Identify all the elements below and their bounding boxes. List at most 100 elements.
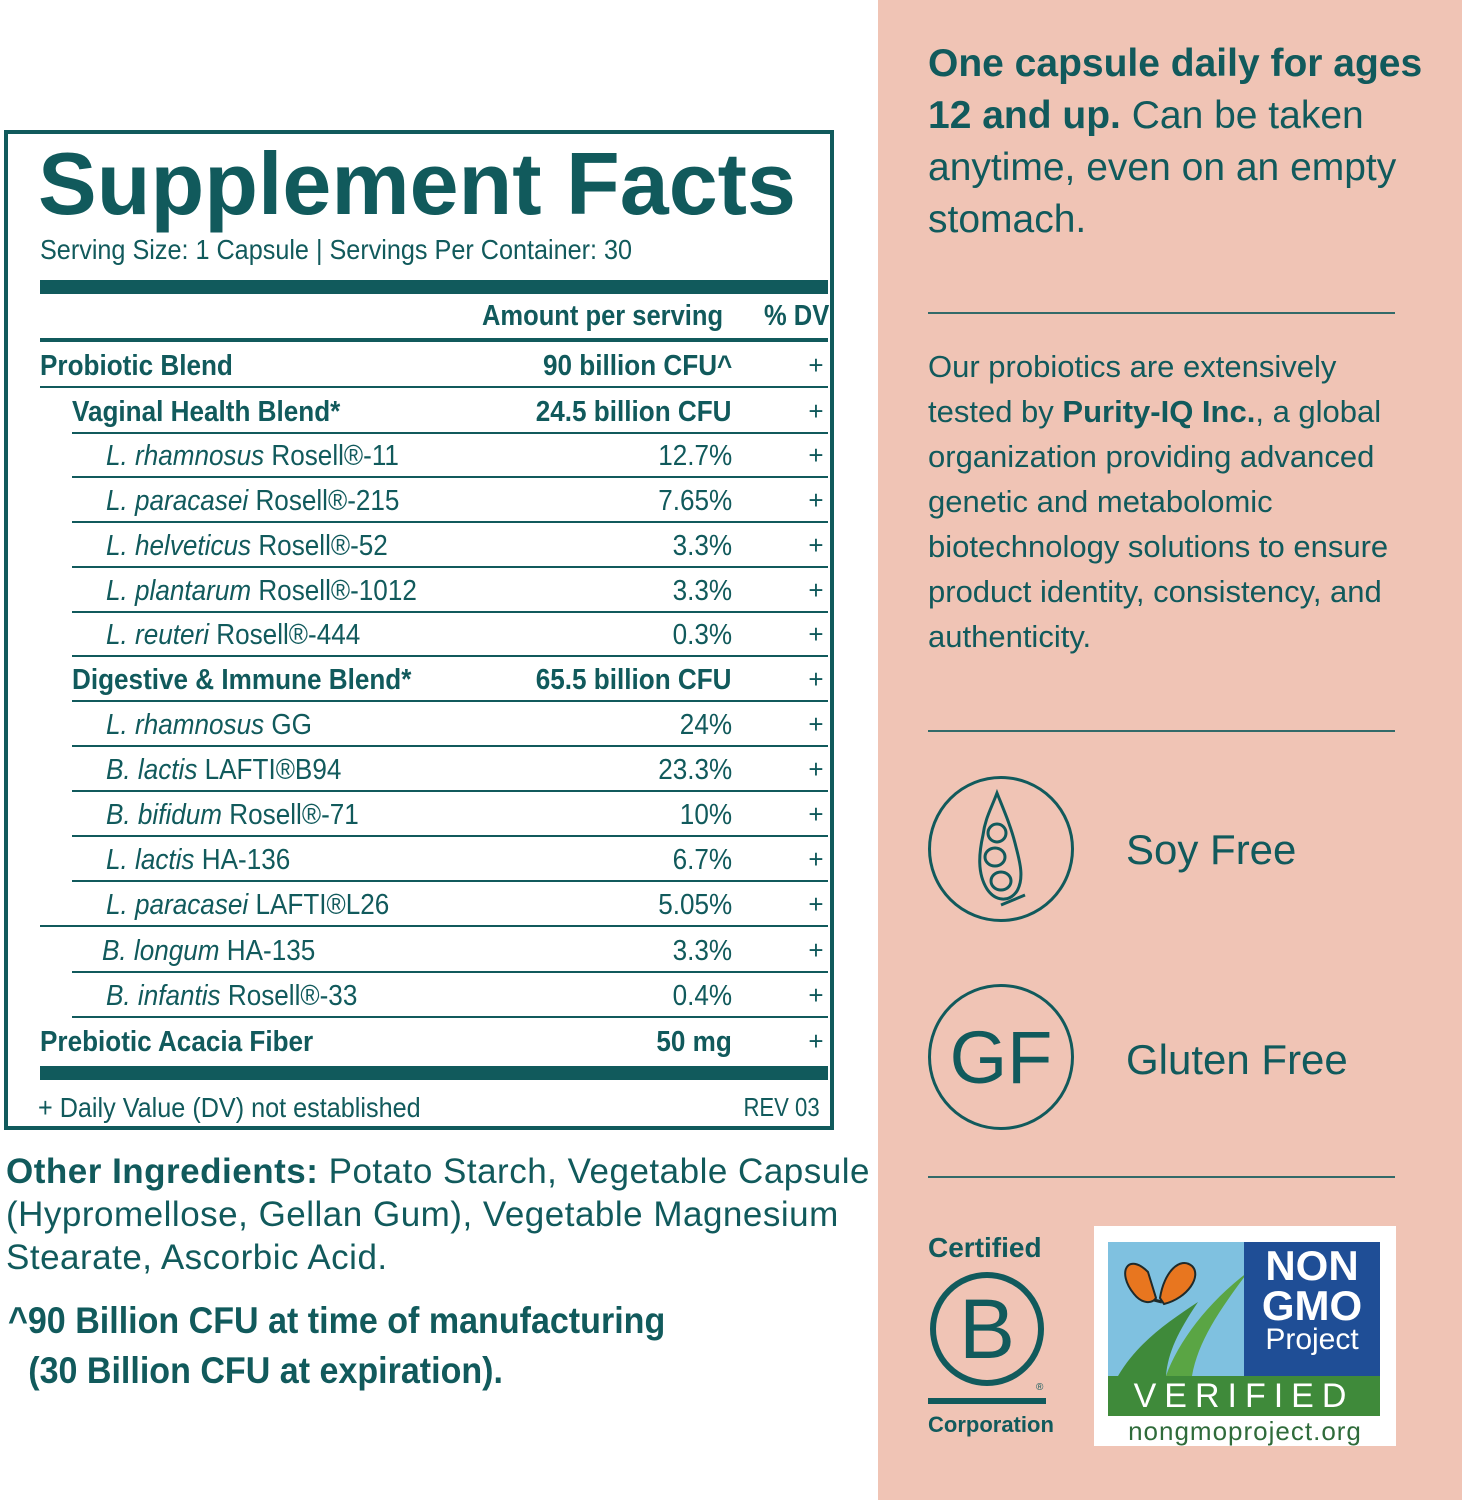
ingredient-name: Vaginal Health Blend*	[72, 396, 370, 429]
ingredient-genus: B. infantis	[106, 980, 221, 1012]
ingredient-strain: Vaginal Health Blend*	[72, 396, 341, 428]
b-corp-certified: Certified	[928, 1232, 1042, 1263]
ingredient-amount: 23.3%	[657, 754, 732, 786]
ingredient-name: B. bifidum Rosell®-71	[106, 799, 387, 832]
ingredient-dv: +	[808, 530, 824, 560]
ngmo-url: nongmoproject.org	[1128, 1416, 1362, 1446]
divider-1	[928, 312, 1395, 314]
ingredient-strain: Rosell®-52	[251, 530, 388, 562]
top-thick-bar	[40, 280, 828, 294]
ingredient-name: Prebiotic Acacia Fiber	[40, 1026, 344, 1059]
ingredient-genus: L. lactis	[106, 844, 195, 876]
ingredient-dv: +	[808, 485, 824, 515]
ingredient-strain: Rosell®-71	[222, 799, 359, 831]
ingredient-amount: 90 billion CFU^	[542, 350, 732, 382]
facts-row: Probiotic Blend 90 billion CFU^ +	[40, 344, 828, 388]
ingredient-strain: Digestive & Immune Blend*	[72, 664, 412, 696]
testing-company: Purity-IQ Inc.	[1062, 394, 1256, 429]
ingredient-amount: 5.05%	[657, 889, 732, 921]
soybean-icon	[928, 776, 1074, 922]
supplement-facts-panel: Supplement Facts Serving Size: 1 Capsule…	[4, 130, 834, 1130]
ingredient-name: L. rhamnosus Rosell®-11	[106, 440, 431, 473]
other-ingredients-text: Potato Starch, Vegetable Capsule (Hyprom…	[6, 1152, 870, 1277]
ngmo-verified: VERIFIED	[1133, 1377, 1355, 1415]
header-line	[40, 338, 828, 342]
ingredient-dv: +	[808, 1026, 824, 1056]
testing-text: Our probiotics are extensively tested by…	[928, 344, 1408, 659]
ingredient-dv: +	[808, 935, 824, 965]
cfu-note-line2: (30 Billion CFU at expiration).	[28, 1350, 503, 1391]
dv-header: % DV	[764, 300, 830, 332]
cfu-note-line1: ^90 Billion CFU at time of manufacturing	[8, 1300, 666, 1341]
ingredient-strain: HA-136	[194, 844, 291, 876]
facts-row: Vaginal Health Blend* 24.5 billion CFU +	[72, 390, 828, 434]
ingredient-dv: +	[808, 440, 824, 470]
right-panel: One capsule daily for ages 12 and up. Ca…	[878, 0, 1462, 1500]
facts-row: Digestive & Immune Blend* 65.5 billion CF…	[72, 658, 828, 702]
ingredient-name: Digestive & Immune Blend*	[72, 664, 449, 697]
butterfly-icon	[1118, 1262, 1248, 1376]
ingredient-dv: +	[808, 799, 824, 829]
facts-row: B. infantis Rosell®-33 0.4% +	[72, 974, 828, 1018]
ingredient-amount: 50 mg	[656, 1026, 732, 1058]
revision-label: REV 03	[743, 1092, 820, 1122]
ingredient-name: Probiotic Blend	[40, 350, 254, 383]
b-corp-letter: B	[958, 1281, 1016, 1376]
dosage-text: One capsule daily for ages 12 and up. Ca…	[928, 38, 1428, 246]
ingredient-amount: 3.3%	[672, 935, 732, 967]
ingredient-name: L. paracasei LAFTI®L26	[106, 889, 421, 922]
facts-row: L. reuteri Rosell®-444 0.3% +	[72, 613, 828, 657]
ingredient-strain: Rosell®-215	[248, 485, 400, 517]
ingredient-genus: L. helveticus	[106, 530, 252, 562]
bottom-thick-bar	[40, 1066, 828, 1080]
ingredient-genus: L. paracasei	[106, 889, 249, 921]
non-gmo-project-logo: NON GMO Project VERIFIED nongmoproject.o…	[1094, 1226, 1396, 1446]
ingredient-amount: 0.3%	[672, 619, 732, 651]
testing-after: , a global organization providing advanc…	[928, 394, 1389, 654]
ingredient-strain: Rosell®-11	[264, 440, 399, 472]
supplement-facts-title: Supplement Facts	[38, 134, 796, 233]
ingredient-amount: 65.5 billion CFU	[536, 664, 732, 696]
ingredient-dv: +	[808, 844, 824, 874]
amount-header: Amount per serving	[482, 300, 724, 332]
ingredient-genus: B. lactis	[106, 754, 198, 786]
b-corp-circle: B	[930, 1272, 1044, 1386]
dosage-rest: Can be taken anytime, even on an empty s…	[928, 94, 1397, 241]
ingredient-strain: Probiotic Blend	[40, 350, 233, 382]
gf-text: GF	[949, 1015, 1053, 1099]
ingredient-dv: +	[808, 619, 824, 649]
facts-row: L. helveticus Rosell®-52 3.3% +	[72, 524, 828, 568]
ingredient-genus: L. rhamnosus	[106, 709, 265, 741]
ingredient-name: B. longum HA-135	[102, 935, 339, 968]
ingredient-genus: L. paracasei	[106, 485, 249, 517]
divider-2	[928, 730, 1395, 732]
ingredient-name: B. infantis Rosell®-33	[106, 980, 385, 1013]
ingredient-name: B. lactis LAFTI®B94	[106, 754, 368, 787]
ingredient-dv: +	[808, 889, 824, 919]
ngmo-blue-block	[1244, 1242, 1380, 1376]
cfu-note: ^90 Billion CFU at time of manufacturing…	[8, 1296, 665, 1396]
ingredient-amount: 3.3%	[672, 530, 732, 562]
other-ingredients-label: Other Ingredients:	[6, 1152, 319, 1191]
ingredient-name: L. helveticus Rosell®-52	[106, 530, 419, 563]
gluten-free-icon: GF	[928, 984, 1074, 1130]
facts-row: L. rhamnosus Rosell®-11 12.7% +	[72, 434, 828, 478]
ngmo-project: Project	[1265, 1323, 1359, 1356]
facts-row: L. paracasei LAFTI®L26 5.05% +	[40, 883, 828, 927]
ingredient-genus: L. rhamnosus	[106, 440, 265, 472]
ingredient-name: L. plantarum Rosell®-1012	[106, 575, 451, 608]
ingredient-genus: L. reuteri	[106, 619, 210, 651]
ingredient-amount: 24%	[679, 709, 732, 741]
ingredient-amount: 3.3%	[672, 575, 732, 607]
dosage-bold: One capsule daily for ages 12 and up.	[928, 42, 1423, 137]
ingredient-name: L. paracasei Rosell®-215	[106, 485, 432, 518]
facts-row: L. plantarum Rosell®-1012 3.3% +	[72, 569, 828, 613]
ingredient-genus: B. longum	[102, 935, 220, 967]
serving-info: Serving Size: 1 Capsule | Servings Per C…	[40, 234, 633, 265]
ingredient-dv: +	[808, 396, 824, 426]
facts-row: B. lactis LAFTI®B94 23.3% +	[72, 748, 828, 792]
ingredient-dv: +	[808, 709, 824, 739]
ngmo-green-band	[1108, 1376, 1380, 1416]
ingredient-strain: Rosell®-1012	[251, 575, 417, 607]
ingredient-dv: +	[808, 754, 824, 784]
